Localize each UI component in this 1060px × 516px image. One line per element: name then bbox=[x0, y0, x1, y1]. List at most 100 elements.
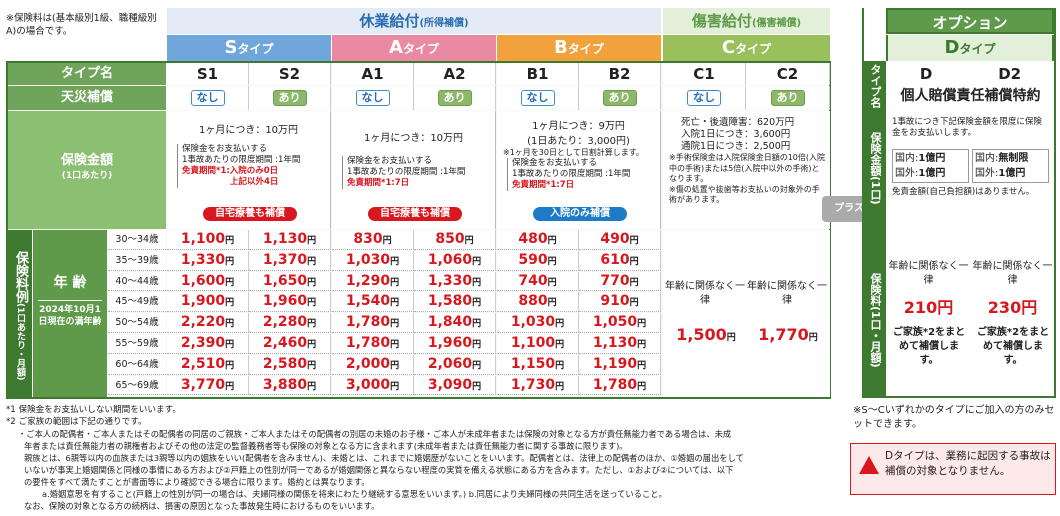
option-d-premium-note: 年齢に関係なく一律 bbox=[888, 261, 969, 286]
premium-cell: 1,600円 bbox=[167, 271, 249, 292]
type-a-header: Aタイプ bbox=[332, 35, 496, 61]
footnote-6: いないが事実上婚姻関係と同様の事情にある方および②戸籍上の性別が同一であるが婚姻… bbox=[24, 465, 734, 475]
option-d-box: 国内:1億円 国外:1億円 bbox=[892, 149, 969, 183]
coverage-a-pill: 自宅療養も補償 bbox=[368, 207, 462, 221]
premium-cell: 1,130円 bbox=[249, 230, 331, 250]
premium-cell: 1,130円 bbox=[579, 334, 661, 354]
tensai-badge: あり bbox=[272, 90, 307, 106]
plan-c1: C1 bbox=[663, 63, 746, 85]
plan-d: D bbox=[919, 65, 933, 83]
premium-cell: 1,580円 bbox=[414, 292, 496, 313]
c2-premium: 1,770円 bbox=[758, 325, 818, 344]
tensai-b1: なし bbox=[497, 86, 579, 110]
warning-icon bbox=[859, 456, 879, 474]
premium-cell: 740円 bbox=[497, 271, 579, 292]
premium-cell: 1,900円 bbox=[167, 292, 249, 313]
coverage-s-note2: 1事故あたりの限度期間 :1年間 bbox=[182, 155, 301, 165]
premium-cell: 1,960円 bbox=[249, 292, 331, 313]
option-d-family: ご家族*2をまとめて補償します。 bbox=[892, 327, 966, 366]
tensai-s2: あり bbox=[249, 86, 331, 110]
option-coverage: 1事故につき下記保険金額を限度に保険金をお支払いします。 国内:1億円 国外:1… bbox=[887, 112, 1054, 229]
footnote-2: *2 ご家族の範囲は下記の通りです。 bbox=[6, 417, 147, 427]
footnote-8: a.婚姻意思を有すること(戸籍上の性別が同一の場合は、夫婦同様の関係を将来にわた… bbox=[42, 489, 667, 499]
age-label: 50～54歳 bbox=[108, 313, 166, 333]
coverage-c-note2: ※傷の処置や抜歯等お支払いの対象外の手術があります。 bbox=[669, 184, 820, 205]
tensai-badge: あり bbox=[437, 90, 472, 106]
c1-premium: 1,500円 bbox=[676, 325, 736, 344]
option-side-bar bbox=[864, 61, 886, 396]
premium-cell: 3,090円 bbox=[414, 375, 496, 396]
premium-cell: 2,390円 bbox=[167, 334, 249, 354]
tensai-s1: なし bbox=[167, 86, 249, 110]
age-label: 45～49歳 bbox=[108, 292, 166, 313]
footnote-7: の要件をすべて満たすことが書面等により確認できる場合に限ります。婚約とは異なりま… bbox=[24, 477, 370, 487]
plan-d2: D2 bbox=[998, 65, 1022, 83]
premium-cell: 3,000円 bbox=[332, 375, 414, 396]
age-label: 30～34歳 bbox=[108, 230, 166, 250]
premium-cell: 1,330円 bbox=[414, 271, 496, 292]
premium-cell: 1,030円 bbox=[497, 313, 579, 333]
tensai-badge: なし bbox=[355, 90, 390, 106]
warning-text: Dタイプは、業務に起因する事故は補償の対象となりません。 bbox=[885, 450, 1051, 477]
premium-cell: 1,780円 bbox=[579, 375, 661, 396]
shogai-header: 傷害給付(傷害補償) bbox=[663, 8, 830, 34]
coverage-s-pill: 自宅療養も補償 bbox=[203, 207, 297, 221]
tensai-c2: あり bbox=[746, 86, 830, 110]
tensai-badge: なし bbox=[520, 90, 555, 106]
row-label-tensai: 天災補償 bbox=[8, 86, 166, 110]
premium-cell: 490円 bbox=[579, 230, 661, 250]
tensai-badge: なし bbox=[190, 90, 225, 106]
premium-cell: 1,330円 bbox=[167, 250, 249, 271]
c-premium-area: 年齢に関係なく一律 年齢に関係なく一律 1,500円 1,770円 bbox=[663, 230, 830, 397]
premium-cell: 1,100円 bbox=[497, 334, 579, 354]
coverage-b-note0: ※1ヶ月を30日として日割計算します。 bbox=[503, 148, 644, 157]
coverage-c-hosp: 入院1日につき：3,600円 bbox=[681, 129, 791, 140]
premium-cell: 1,290円 bbox=[332, 271, 414, 292]
coverage-c: 死亡・後遺障害：620万円 入院1日につき：3,600円 通院1日につき：2,5… bbox=[663, 111, 830, 229]
option-d2-box: 国内:無制限 国外:1億円 bbox=[972, 149, 1049, 183]
option-d2-family: ご家族*2をまとめて補償します。 bbox=[976, 327, 1050, 366]
premium-cell: 1,780円 bbox=[332, 334, 414, 354]
premium-cell: 880円 bbox=[497, 292, 579, 313]
top-note: ※保険料は(基本級別1級、職種級別A)の場合です。 bbox=[6, 13, 157, 37]
option-d2-premium-note: 年齢に関係なく一律 bbox=[972, 261, 1053, 286]
c2-premium-note: 年齢に関係なく一律 bbox=[747, 281, 827, 306]
premium-cell: 480円 bbox=[497, 230, 579, 250]
plan-b2: B2 bbox=[579, 63, 661, 85]
kyugyo-header: 休業給付(所得補償) bbox=[167, 8, 661, 34]
tensai-b2: あり bbox=[579, 86, 661, 110]
option-panel bbox=[862, 8, 1056, 398]
coverage-a-note1: 保険金をお支払いする bbox=[347, 156, 433, 166]
option-side-kingaku: 保険金額(1口) bbox=[869, 131, 882, 205]
premium-cell: 2,280円 bbox=[249, 313, 331, 333]
plan-b1: B1 bbox=[497, 63, 579, 85]
footnote-1: *1 保険金をお支払いしない期間をいいます。 bbox=[6, 405, 181, 415]
premium-cell: 830円 bbox=[332, 230, 414, 250]
coverage-b-exempt: 免責期間*1:7日 bbox=[512, 180, 575, 190]
plan-s1: S1 bbox=[167, 63, 249, 85]
coverage-a-note2: 1事故あたりの限度期間 :1年間 bbox=[347, 167, 466, 177]
premium-cell: 1,050円 bbox=[579, 313, 661, 333]
age-label: 60～64歳 bbox=[108, 354, 166, 375]
type-b-header: Bタイプ bbox=[497, 35, 661, 61]
tensai-badge: なし bbox=[687, 90, 721, 106]
plan-a1: A1 bbox=[332, 63, 414, 85]
premium-cell: 1,650円 bbox=[249, 271, 331, 292]
premium-cell: 2,580円 bbox=[249, 354, 331, 375]
row-label-hoken-kingaku: 保険金額 (1口あたり) bbox=[8, 111, 166, 229]
warning-box: Dタイプは、業務に起因する事故は補償の対象となりません。 bbox=[850, 443, 1056, 495]
plan-a2: A2 bbox=[414, 63, 496, 85]
premium-cell: 1,780円 bbox=[332, 313, 414, 333]
footnotes: *1 保険金をお支払いしない期間をいいます。 *2 ご家族の範囲は下記の通りです… bbox=[6, 404, 836, 512]
option-note: ※S～Cいずれかのタイプにご加入の方のみセットできます。 bbox=[853, 405, 1055, 430]
age-label: 35～39歳 bbox=[108, 250, 166, 271]
option-d2-price: 230円 bbox=[987, 298, 1038, 317]
coverage-b-note2: 1事故あたりの限度期間 :1年間 bbox=[512, 169, 631, 179]
footnote-3: ・ご本人の配偶者・ご本人またはその配偶者の同居のご親族・ご本人またはその配偶者の… bbox=[18, 429, 732, 439]
premium-cell: 2,060円 bbox=[414, 354, 496, 375]
option-desc: 1事故につき下記保険金額を限度に保険金をお支払いします。 bbox=[892, 117, 1042, 138]
coverage-a-exempt: 免責期間*1:7日 bbox=[347, 178, 410, 188]
footnote-4: 年者または責任無能力者の親権者およびその他の法定の監督義務者等も保険の対象となる… bbox=[24, 441, 628, 451]
premium-cell: 1,370円 bbox=[249, 250, 331, 271]
tensai-badge: あり bbox=[770, 90, 805, 106]
